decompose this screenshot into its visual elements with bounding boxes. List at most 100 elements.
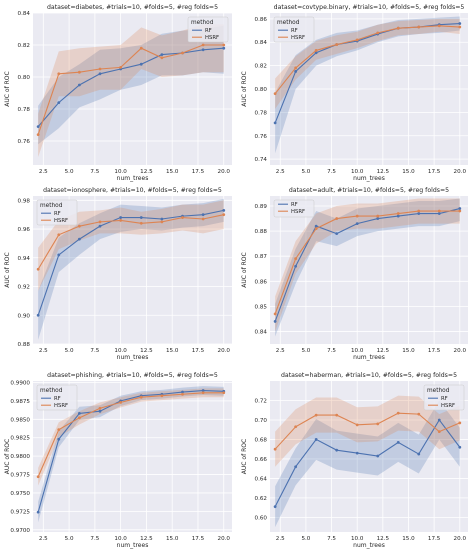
y-tick-label: 0.84 [255, 40, 268, 46]
data-point-hsrf [376, 214, 380, 218]
series-line-rf [274, 418, 461, 507]
data-point-rf [98, 72, 102, 76]
legend-entry-rf: RF [441, 396, 448, 402]
confidence-band-hsrf [275, 18, 460, 109]
x-tick-label: 15.0 [166, 536, 179, 542]
x-tick-label: 15.0 [166, 348, 179, 354]
y-tick-label: 0.72 [255, 398, 267, 404]
chart-panel-2: 2.5 5.0 7.5 10.0 12.5 15.0 17.5 20.0 0.74 0.76 0.7… [241, 4, 468, 182]
data-point-hsrf [314, 227, 318, 231]
y-tick-label: 0.64 [255, 476, 268, 482]
x-tick-label: 7.5 [90, 169, 99, 175]
y-axis-label: AUC of ROC [241, 252, 248, 287]
data-point-rf [294, 70, 298, 73]
data-point-rf [77, 237, 81, 241]
legend-entry-hsrf: HSRF [205, 35, 219, 41]
x-tick-label: 12.5 [140, 536, 153, 542]
data-point-hsrf [417, 25, 421, 29]
y-tick-label: 0.80 [255, 87, 268, 93]
series-line-rf [274, 208, 460, 322]
x-axis-label: num_trees [353, 542, 385, 549]
legend-entry-hsrf: HSRF [291, 209, 305, 215]
y-tick-label: 0.9775 [10, 473, 30, 479]
y-tick-label: 0.84 [255, 329, 268, 335]
data-point-hsrf [222, 43, 226, 47]
x-tick-label: 10.0 [351, 169, 364, 175]
chart-title: dataset=haberman, #trials=10, #folds=5, … [281, 372, 457, 379]
x-axis-label: num_trees [117, 542, 149, 549]
data-point-hsrf [139, 221, 143, 225]
y-tick-label: 0.9850 [10, 417, 30, 423]
data-point-rf [458, 22, 462, 25]
data-point-hsrf [355, 38, 359, 42]
legend-title: method [40, 203, 63, 209]
data-point-rf [396, 440, 400, 444]
y-tick-label: 0.78 [255, 110, 268, 116]
data-point-rf [458, 207, 462, 210]
y-tick-label: 0.96 [18, 227, 31, 233]
data-point-hsrf [160, 56, 164, 60]
legend-title: method [191, 20, 214, 26]
data-point-rf [201, 213, 205, 217]
y-tick-label: 0.78 [18, 107, 31, 113]
x-tick-label: 2.5 [39, 169, 48, 175]
data-point-hsrf [458, 209, 462, 213]
data-point-rf [139, 62, 143, 66]
series-line-rf [37, 390, 224, 513]
y-tick-label: 0.90 [18, 313, 31, 319]
data-point-rf [201, 389, 205, 392]
data-point-rf [36, 510, 40, 514]
x-tick-label: 10.0 [114, 169, 127, 175]
y-tick-label: 0.98 [18, 198, 31, 204]
data-point-rf [160, 53, 164, 56]
data-point-hsrf [119, 219, 123, 222]
data-point-hsrf [77, 224, 81, 228]
x-tick-label: 12.5 [140, 169, 153, 175]
y-tick-label: 0.82 [255, 64, 267, 70]
data-point-hsrf [57, 428, 61, 432]
data-point-hsrf [335, 413, 339, 417]
y-tick-label: 0.86 [255, 279, 268, 285]
data-point-hsrf [273, 447, 277, 451]
confidence-band-rf [275, 400, 460, 528]
data-point-rf [222, 208, 226, 212]
chart-title: dataset=ionosphere, #trials=10, #folds=5… [43, 187, 222, 194]
y-tick-label: 0.60 [255, 515, 268, 521]
data-point-hsrf [160, 220, 164, 224]
data-point-rf [222, 46, 226, 50]
legend-box [36, 199, 78, 226]
legend-entry-rf: RF [291, 202, 298, 208]
data-point-hsrf [458, 421, 462, 425]
y-axis-label: AUC of ROC [241, 71, 248, 106]
x-tick-label: 15.0 [402, 169, 415, 175]
data-point-rf [437, 212, 441, 215]
data-point-rf [417, 452, 421, 456]
legend-title: method [427, 388, 450, 394]
x-axis-label: num_trees [117, 354, 149, 361]
data-point-rf [335, 232, 339, 236]
y-tick-label: 0.94 [18, 256, 31, 262]
legend-entry-rf: RF [205, 28, 212, 34]
legend-title: method [40, 388, 63, 394]
data-point-rf [77, 412, 81, 415]
legend-entry-rf: RF [291, 28, 298, 34]
x-tick-label: 12.5 [377, 169, 390, 175]
legend-box [36, 384, 78, 411]
legend-entry-hsrf: HSRF [291, 35, 305, 41]
chart-title: dataset=diabetes, #trials=10, #folds=5, … [47, 4, 218, 11]
x-tick-label: 17.5 [192, 169, 205, 175]
x-tick-label: 12.5 [377, 536, 390, 542]
chart-panel-4: 2.5 5.0 7.5 10.0 12.5 15.0 17.5 20.0 0.84 0.85 0.8… [241, 187, 468, 361]
y-tick-label: 0.76 [18, 139, 31, 145]
x-tick-label: 5.0 [301, 348, 310, 354]
x-tick-label: 2.5 [276, 348, 285, 354]
x-tick-label: 20.0 [454, 536, 467, 542]
data-point-rf [376, 454, 380, 458]
y-tick-label: 0.68 [255, 437, 268, 443]
x-tick-label: 5.0 [301, 169, 310, 175]
data-point-hsrf [160, 394, 164, 398]
